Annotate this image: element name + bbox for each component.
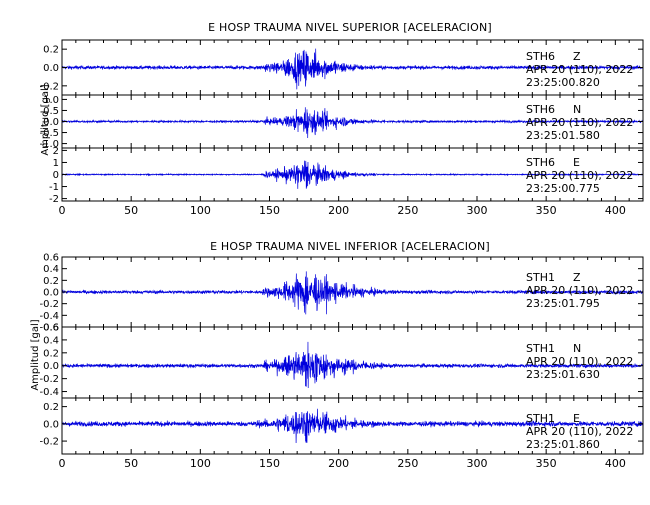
y-tick-label: 0.0 [43, 117, 59, 128]
y-tick-label: 0.0 [43, 419, 59, 430]
station-code: STH6 [526, 103, 555, 116]
x-tick-label: 200 [328, 457, 349, 470]
trace-station: STH6 Z [526, 50, 581, 63]
waveform-line [62, 160, 643, 189]
trace-date: APR 20 (110), 2022 [526, 284, 633, 297]
component-code: Z [573, 50, 581, 63]
x-tick-label: 250 [397, 457, 418, 470]
y-tick-label: 0.5 [43, 106, 59, 117]
trace-time: 23:25:01.795 [526, 297, 600, 310]
waveform-line [62, 48, 643, 90]
trace-date: APR 20 (110), 2022 [526, 169, 633, 182]
y-tick-label: 0.0 [43, 288, 59, 299]
waveform-line [62, 341, 643, 388]
x-tick-label: 300 [467, 457, 488, 470]
trace-time: 23:25:00.775 [526, 182, 600, 195]
y-tick-label: 0.4 [43, 335, 59, 346]
y-tick-label: 0.6 [43, 323, 59, 334]
x-tick-label: 250 [397, 204, 418, 217]
trace-time: 23:25:01.580 [526, 129, 600, 142]
y-tick-label: 0 [53, 170, 59, 181]
x-tick-label: 300 [467, 204, 488, 217]
waveform-line [62, 107, 643, 139]
component-code: Z [573, 271, 581, 284]
y-tick-label: 0.6 [43, 253, 59, 264]
trace-station: STH6 E [526, 156, 580, 169]
station-code: STH6 [526, 156, 555, 169]
y-tick-label: 0.4 [43, 264, 59, 275]
lower-panel-title: E HOSP TRAUMA NIVEL INFERIOR [ACELERACIO… [210, 240, 490, 253]
station-code: STH1 [526, 342, 555, 355]
component-code: N [573, 103, 581, 116]
waveform-line [62, 271, 643, 315]
upper-panel-ylabel: Amplitud [gal] [40, 84, 51, 155]
x-tick-label: 400 [605, 204, 626, 217]
component-code: E [573, 156, 580, 169]
y-tick-label: 0.2 [43, 45, 59, 56]
trace-time: 23:25:00.820 [526, 76, 600, 89]
y-tick-label: 0.2 [43, 348, 59, 359]
upper-panel: E HOSP TRAUMA NIVEL SUPERIOR [ACELERACIO… [39, 21, 644, 217]
y-tick-label: -0.2 [39, 437, 59, 448]
trace-date: APR 20 (110), 2022 [526, 355, 633, 368]
y-tick-label: 0.0 [43, 63, 59, 74]
trace-station: STH1 E [526, 412, 580, 425]
y-tick-label: 0.2 [43, 276, 59, 287]
station-code: STH6 [526, 50, 555, 63]
y-tick-label: 0.0 [43, 361, 59, 372]
trace-date: APR 20 (110), 2022 [526, 63, 633, 76]
y-tick-label: -2 [49, 194, 59, 205]
y-tick-label: 1.0 [43, 95, 59, 106]
component-code: E [573, 412, 580, 425]
x-tick-label: 0 [59, 457, 66, 470]
trace-station: STH1 N [526, 342, 581, 355]
y-tick-label: 2 [53, 146, 59, 157]
y-tick-label: -0.5 [39, 128, 59, 139]
station-code: STH1 [526, 271, 555, 284]
x-tick-label: 150 [259, 204, 280, 217]
y-tick-label: -0.2 [39, 299, 59, 310]
y-tick-label: -1 [49, 182, 59, 193]
lower-panel: E HOSP TRAUMA NIVEL INFERIOR [ACELERACIO… [30, 240, 644, 470]
station-code: STH1 [526, 412, 555, 425]
y-tick-label: -1.0 [39, 139, 59, 150]
x-tick-label: 0 [59, 204, 66, 217]
x-tick-label: 100 [190, 457, 211, 470]
y-tick-label: -0.4 [39, 387, 59, 398]
x-tick-label: 350 [536, 204, 557, 217]
y-tick-label: -0.2 [39, 374, 59, 385]
y-tick-label: -0.6 [39, 323, 59, 334]
trace-station: STH1 Z [526, 271, 581, 284]
trace-time: 23:25:01.630 [526, 368, 600, 381]
y-tick-label: -0.2 [39, 81, 59, 92]
x-tick-label: 350 [536, 457, 557, 470]
x-tick-label: 50 [124, 204, 138, 217]
upper-panel-title: E HOSP TRAUMA NIVEL SUPERIOR [ACELERACIO… [208, 21, 492, 34]
y-tick-label: 0.2 [43, 402, 59, 413]
waveform-line [62, 408, 643, 443]
trace-date: APR 20 (110), 2022 [526, 116, 633, 129]
x-tick-label: 150 [259, 457, 280, 470]
component-code: N [573, 342, 581, 355]
x-tick-label: 200 [328, 204, 349, 217]
x-tick-label: 100 [190, 204, 211, 217]
trace-time: 23:25:01.860 [526, 438, 600, 451]
x-tick-label: 50 [124, 457, 138, 470]
lower-panel-ylabel: Amplitud [gal] [30, 319, 41, 390]
y-tick-label: -0.4 [39, 311, 59, 322]
y-tick-label: 1 [53, 158, 59, 169]
trace-date: APR 20 (110), 2022 [526, 425, 633, 438]
x-tick-label: 400 [605, 457, 626, 470]
trace-station: STH6 N [526, 103, 581, 116]
